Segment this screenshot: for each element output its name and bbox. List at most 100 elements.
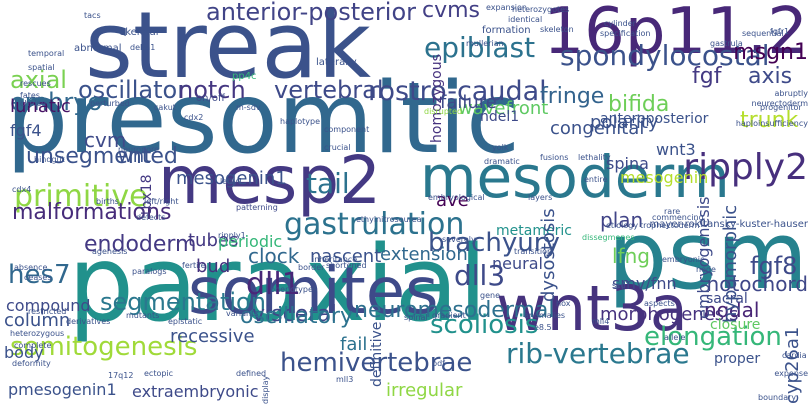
- word-mesp2: mesp2: [158, 142, 382, 219]
- word-dll1: dll1: [246, 267, 301, 302]
- word-border: border: [298, 263, 325, 272]
- word-lfng: lfng: [612, 244, 650, 268]
- word-temporal: temporal: [28, 49, 65, 58]
- word-on-off: on/off: [196, 93, 225, 104]
- word-hes7: hes7: [8, 260, 71, 290]
- word-17q12: 17q12: [108, 371, 134, 380]
- word-display: display: [261, 375, 270, 404]
- word-expense: expense: [774, 369, 808, 378]
- word-abnormal: abnormal: [74, 43, 122, 54]
- word-component: component: [324, 125, 370, 134]
- word-fgf8: fgf8: [750, 252, 798, 280]
- word-body: body: [4, 343, 44, 362]
- word-pmesogenin1: pmesogenin1: [8, 380, 117, 399]
- word-lunatic: lunatic: [10, 96, 71, 117]
- word-variants: variants: [226, 309, 259, 318]
- word-laterally: laterally: [316, 57, 357, 68]
- word-spondylocostal: spondylocostal: [560, 39, 770, 72]
- word-mll4: mll4: [592, 317, 610, 326]
- word-ripply1: ripply1: [218, 231, 246, 240]
- word-transition: transition: [514, 247, 553, 256]
- word-oscillator: oscillator: [78, 76, 188, 104]
- word-allele: allele: [664, 333, 686, 342]
- word-commencing: commencing: [652, 213, 704, 222]
- word-cakut: cakut: [154, 103, 176, 112]
- word-rare: rare: [664, 207, 681, 216]
- word-tail: tail: [306, 167, 350, 200]
- word-polarity: polarity: [590, 112, 659, 133]
- word-e8-5: e8.5: [534, 323, 552, 332]
- word-patterning: patterning: [236, 203, 278, 212]
- word-skeleton: skeleton: [540, 25, 574, 34]
- word-mesogenin: mesogenin: [620, 168, 709, 187]
- word-rib-vertebrae: rib-vertebrae: [506, 337, 690, 370]
- word-ripply2: ripply2: [683, 147, 808, 188]
- word-fgf4: fgf4: [10, 121, 42, 140]
- word-mesoderm: mesoderm: [420, 143, 730, 211]
- word-somites: somites: [188, 255, 439, 329]
- word-expansion: expansion: [486, 3, 527, 12]
- word-closure: closure: [710, 317, 761, 333]
- word-ndel1: ndel1: [480, 109, 520, 125]
- word-mll3: mll3: [336, 375, 354, 384]
- word-trunk: trunk: [740, 108, 799, 133]
- word-brachyury: brachyury: [428, 228, 560, 258]
- word-fertile: fertile: [182, 261, 206, 270]
- word-ethylnitrosourea: ethylnitrosourea: [356, 215, 422, 224]
- word-clock: clock: [248, 244, 300, 268]
- word-tbx18: tbx18: [139, 174, 155, 216]
- word-msgn1: msgn1: [733, 40, 808, 65]
- word-irregular: irregular: [386, 380, 463, 401]
- word-elongation: elongation: [644, 322, 782, 352]
- word-mullerian: mullerian: [466, 39, 504, 48]
- word-wnt3a: wnt3a: [496, 272, 688, 345]
- word-skeletal: skeletal: [120, 27, 159, 38]
- word-bifida: bifida: [608, 92, 670, 117]
- word-fail: fail: [340, 334, 368, 355]
- word-gastrulation: gastrulation: [284, 207, 465, 242]
- word-proper: proper: [714, 351, 761, 367]
- word-boundary: boundary: [758, 393, 797, 402]
- word-column: column: [4, 310, 71, 331]
- word-extraembryonic: extraembryonic: [132, 382, 259, 401]
- word-neural: neural: [492, 254, 543, 273]
- word-periodic: periodic: [218, 232, 283, 251]
- word-severely: severely: [442, 235, 476, 244]
- word-phenotypes: phenotypes: [270, 285, 318, 294]
- word-malformations: malformations: [12, 200, 172, 225]
- word-paraxial: paraxial: [68, 223, 488, 345]
- word-congenital: congenital: [550, 118, 645, 139]
- word-fates: fates: [20, 91, 40, 100]
- word-left-right: left/right: [144, 197, 179, 206]
- word-haplotype: haplotype: [280, 117, 321, 126]
- word-neuromesodermal: neuromesodermal: [354, 298, 555, 323]
- word-somitogenesis: somitogenesis: [10, 332, 198, 362]
- word-hindgut: hindgut: [34, 155, 65, 164]
- word-entire: entire: [584, 175, 608, 184]
- word-defined: defined: [236, 369, 267, 378]
- word-births: births: [96, 197, 119, 206]
- word-fringe: fringe: [540, 84, 605, 109]
- word-cdx2: cdx2: [184, 113, 204, 122]
- word-axis: axis: [748, 64, 793, 89]
- word-cylinder: cylinder: [604, 19, 636, 28]
- word-compound: compound: [6, 296, 91, 315]
- word-wnt3: wnt3: [656, 140, 696, 159]
- word-unsegmented: unsegmented: [26, 144, 178, 169]
- word-hox: hox: [556, 299, 571, 308]
- word-definitive: definitive: [369, 321, 385, 387]
- word-agenesis: agenesis: [92, 247, 128, 256]
- word-plan: plan: [600, 208, 644, 232]
- word-spina: spina: [606, 154, 649, 173]
- word-haploinsufficiency: haploinsufficiency: [735, 119, 808, 128]
- word-yolk: yolk: [492, 143, 509, 152]
- word-mutants: mutants: [126, 311, 160, 320]
- word-hemivertebrae: hemivertebrae: [280, 348, 473, 378]
- word-cardia: cardia: [782, 351, 807, 360]
- word-paralogs: paralogs: [132, 267, 167, 276]
- word-extension: extension: [380, 244, 468, 265]
- word-pp4c: pp4c: [232, 71, 257, 82]
- word-lethality: lethality: [578, 153, 611, 162]
- word-m-sdv: m-sdv: [236, 103, 261, 112]
